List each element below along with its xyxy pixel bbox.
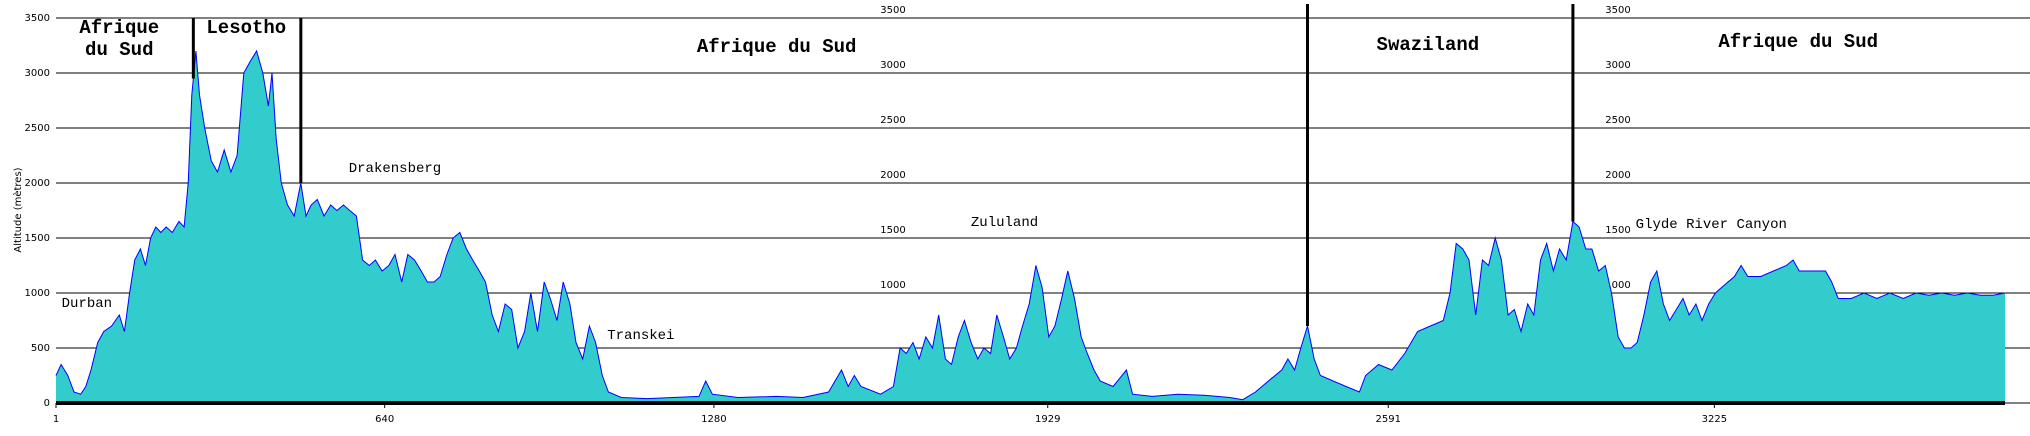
place-label: Drakensberg [348,160,442,177]
y-axis-label: Altitude (mètres) [12,167,24,252]
region-label: Afrique du Sud [1718,31,1879,54]
x-tick-label: 2591 [1376,414,1401,425]
inner-y-tick-label: 2500 [1605,115,1630,126]
inner-y-tick-label: 2000 [1605,170,1630,181]
place-label: Glyde River Canyon [1635,216,1787,233]
y-tick-label: 2500 [25,123,50,134]
y-tick-label: 3500 [25,13,50,24]
y-tick-label: 0 [44,398,50,409]
area [56,51,2005,403]
x-tick-label: 1280 [701,414,726,425]
profile-line [55,49,2006,401]
place-label: Durban [61,295,113,312]
place-label: Transkei [607,327,675,344]
region-label: Lesotho [206,17,287,40]
y-tick-label: 1500 [25,233,50,244]
inner-y-tick-label: 1000 [1605,280,1630,291]
inner-y-tick-label: 1500 [880,225,905,236]
x-tick-label: 640 [375,414,394,425]
place-label: Zululand [970,214,1039,231]
region-label: Swaziland [1376,33,1480,56]
inner-y-tick-label: 3500 [1605,5,1630,16]
inner-y-tick-label: 1000 [880,280,905,291]
x-tick-label: 3225 [1702,414,1727,425]
y-tick-label: 3000 [25,68,50,79]
region-label: Afrique du Sud [696,35,857,58]
y-tick-label: 1000 [25,288,50,299]
x-tick-label: 1929 [1035,414,1060,425]
y-tick-label: 500 [31,343,50,354]
y-tick-label: 2000 [25,178,50,189]
inner-y-tick-label: 1500 [1605,225,1630,236]
region-label: Afrique du Sud [79,17,160,61]
inner-y-tick-label: 2500 [880,115,905,126]
x-tick-label: 1 [53,414,59,425]
inner-y-tick-label: 2000 [880,170,905,181]
inner-y-tick-label: 3500 [880,5,905,16]
inner-y-tick-label: 3000 [1605,60,1630,71]
inner-y-tick-label: 3000 [880,60,905,71]
